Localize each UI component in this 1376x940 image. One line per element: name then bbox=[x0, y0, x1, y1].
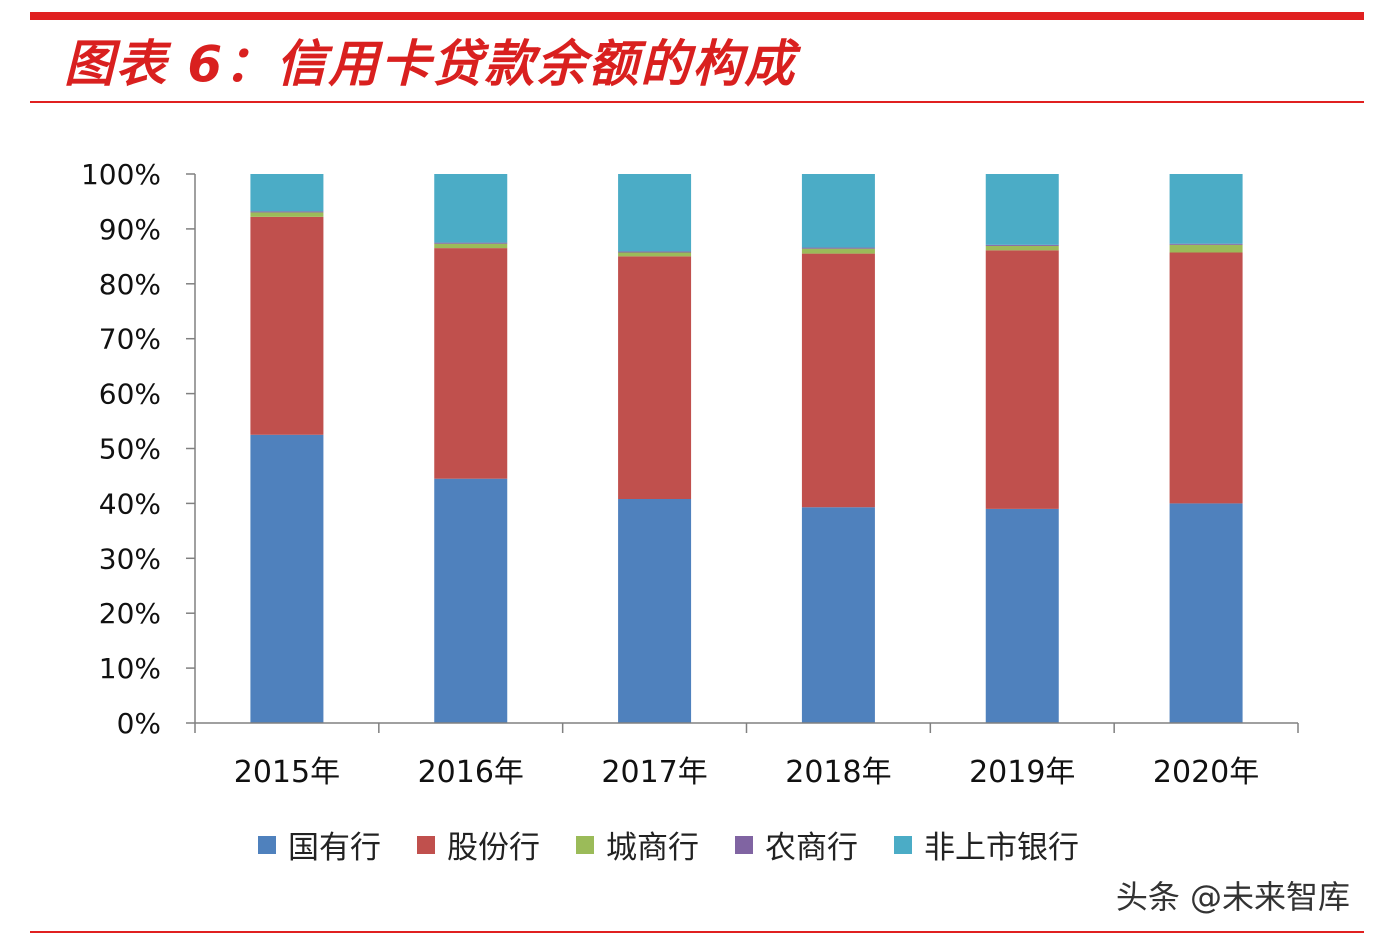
bar-segment bbox=[618, 174, 692, 252]
bar-segment bbox=[801, 247, 875, 249]
bar-segment bbox=[801, 507, 875, 723]
legend-label: 非上市银行 bbox=[924, 830, 1079, 866]
y-tick-label: 40% bbox=[99, 487, 161, 520]
bar-segment bbox=[801, 248, 875, 254]
bar-segment bbox=[618, 252, 692, 257]
bar-segment bbox=[434, 478, 508, 723]
legend-swatch bbox=[258, 835, 276, 854]
bar-segment bbox=[985, 174, 1059, 245]
y-tick-label: 0% bbox=[117, 707, 161, 740]
legend-item: 股份行 bbox=[417, 822, 540, 867]
bar-segment bbox=[985, 508, 1059, 723]
y-tick-label: 10% bbox=[99, 652, 161, 685]
legend-item: 城商行 bbox=[576, 822, 699, 867]
bar-segment bbox=[250, 212, 324, 217]
bar-segment bbox=[250, 434, 324, 723]
bar-segment bbox=[1169, 174, 1243, 244]
y-tick-label: 60% bbox=[99, 378, 161, 411]
bar-segment bbox=[434, 174, 508, 243]
y-tick-label: 20% bbox=[99, 597, 161, 630]
y-tick-label: 70% bbox=[99, 323, 161, 356]
bar-segment bbox=[434, 243, 508, 249]
legend-label: 国有行 bbox=[288, 830, 381, 866]
x-tick-label: 2020年 bbox=[1153, 755, 1259, 790]
y-tick-label: 90% bbox=[99, 213, 161, 246]
legend-label: 农商行 bbox=[765, 830, 858, 866]
bar-segment bbox=[250, 211, 324, 213]
top-red-rule bbox=[30, 12, 1364, 20]
chart-legend: 国有行 股份行 城商行 农商行 非上市银行 bbox=[258, 822, 1115, 867]
watermark: 头条 @未来智库 bbox=[1115, 878, 1350, 916]
bar-segment bbox=[985, 250, 1059, 509]
bar-segment bbox=[1169, 252, 1243, 504]
bar-segment bbox=[801, 253, 875, 508]
bar-segment bbox=[250, 216, 324, 435]
bar-segment bbox=[1169, 503, 1243, 723]
bar-segment bbox=[618, 499, 692, 723]
x-tick-label: 2018年 bbox=[785, 755, 891, 790]
bar-segment bbox=[985, 245, 1059, 251]
x-tick-label: 2017年 bbox=[601, 755, 707, 790]
title-underline bbox=[30, 101, 1364, 103]
bottom-red-rule bbox=[30, 931, 1364, 933]
bar-segment bbox=[434, 248, 508, 479]
y-tick-label: 30% bbox=[99, 542, 161, 575]
x-tick-label: 2016年 bbox=[418, 755, 524, 790]
bar-segment bbox=[618, 256, 692, 500]
bar-segment bbox=[985, 244, 1059, 246]
bar-segment bbox=[801, 174, 875, 248]
bar-segment bbox=[618, 251, 692, 253]
y-tick-label: 100% bbox=[81, 158, 161, 191]
bar-segment bbox=[434, 242, 508, 244]
legend-swatch bbox=[576, 835, 594, 854]
y-tick-label: 80% bbox=[99, 268, 161, 301]
legend-swatch bbox=[894, 835, 912, 854]
x-tick-label: 2019年 bbox=[969, 755, 1075, 790]
legend-swatch bbox=[417, 835, 435, 854]
legend-swatch bbox=[735, 835, 753, 854]
legend-item: 国有行 bbox=[258, 822, 381, 867]
chart-title: 图表 6：信用卡贷款余额的构成 bbox=[64, 35, 797, 93]
y-tick-label: 50% bbox=[99, 433, 161, 466]
bar-segment bbox=[1169, 243, 1243, 245]
legend-item: 农商行 bbox=[735, 822, 858, 867]
x-tick-label: 2015年 bbox=[234, 755, 340, 790]
legend-item: 非上市银行 bbox=[894, 822, 1079, 867]
bar-segment bbox=[250, 174, 324, 212]
legend-label: 城商行 bbox=[606, 830, 699, 866]
bar-segment bbox=[1169, 244, 1243, 253]
legend-label: 股份行 bbox=[447, 830, 540, 866]
